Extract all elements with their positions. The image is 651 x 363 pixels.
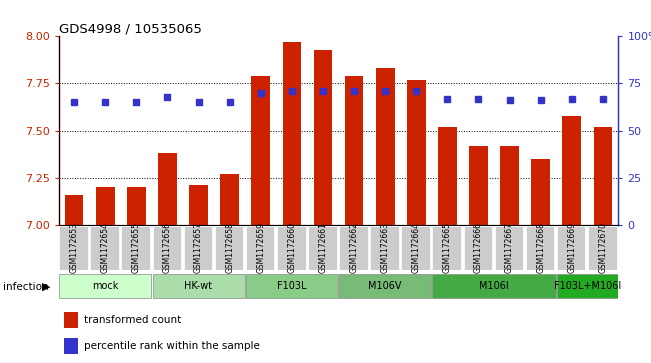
- Bar: [127, 187, 146, 225]
- Text: ▶: ▶: [42, 282, 51, 292]
- Text: M106I: M106I: [479, 281, 509, 291]
- Text: GSM1172670: GSM1172670: [598, 222, 607, 273]
- Bar: [438, 127, 457, 225]
- Text: GSM1172667: GSM1172667: [505, 222, 514, 273]
- FancyBboxPatch shape: [215, 226, 243, 269]
- FancyBboxPatch shape: [246, 274, 338, 298]
- FancyBboxPatch shape: [432, 274, 555, 298]
- Text: GSM1172659: GSM1172659: [256, 222, 265, 273]
- Text: GSM1172655: GSM1172655: [132, 222, 141, 273]
- FancyBboxPatch shape: [246, 226, 275, 269]
- Text: percentile rank within the sample: percentile rank within the sample: [84, 341, 260, 351]
- Bar: [314, 49, 332, 225]
- FancyBboxPatch shape: [90, 226, 119, 269]
- Text: GSM1172664: GSM1172664: [412, 222, 421, 273]
- FancyBboxPatch shape: [59, 226, 88, 269]
- Text: GDS4998 / 10535065: GDS4998 / 10535065: [59, 22, 201, 35]
- FancyBboxPatch shape: [152, 274, 245, 298]
- Text: GSM1172668: GSM1172668: [536, 222, 545, 273]
- Text: GSM1172656: GSM1172656: [163, 222, 172, 273]
- Bar: [594, 127, 612, 225]
- Bar: [500, 146, 519, 225]
- FancyBboxPatch shape: [495, 226, 523, 269]
- Text: GSM1172663: GSM1172663: [381, 222, 390, 273]
- FancyBboxPatch shape: [339, 274, 431, 298]
- Text: GSM1172665: GSM1172665: [443, 222, 452, 273]
- Bar: [562, 115, 581, 225]
- Bar: [345, 76, 363, 225]
- FancyBboxPatch shape: [152, 226, 181, 269]
- Bar: [407, 80, 426, 225]
- Bar: [283, 42, 301, 225]
- FancyBboxPatch shape: [402, 226, 430, 269]
- Text: M106V: M106V: [368, 281, 402, 291]
- Text: F103L+M106I: F103L+M106I: [554, 281, 621, 291]
- Text: GSM1172653: GSM1172653: [70, 222, 79, 273]
- FancyBboxPatch shape: [557, 226, 585, 269]
- Text: F103L: F103L: [277, 281, 307, 291]
- FancyBboxPatch shape: [588, 226, 616, 269]
- Bar: [64, 338, 78, 354]
- FancyBboxPatch shape: [184, 226, 212, 269]
- Text: mock: mock: [92, 281, 118, 291]
- FancyBboxPatch shape: [370, 226, 399, 269]
- Text: infection: infection: [3, 282, 49, 292]
- FancyBboxPatch shape: [277, 226, 305, 269]
- Bar: [469, 146, 488, 225]
- Text: HK-wt: HK-wt: [184, 281, 213, 291]
- Bar: [96, 187, 115, 225]
- Text: GSM1172662: GSM1172662: [350, 222, 359, 273]
- FancyBboxPatch shape: [526, 226, 555, 269]
- FancyBboxPatch shape: [308, 226, 337, 269]
- FancyBboxPatch shape: [557, 274, 618, 298]
- Text: GSM1172660: GSM1172660: [287, 222, 296, 273]
- FancyBboxPatch shape: [122, 226, 150, 269]
- Bar: [531, 159, 550, 225]
- Text: GSM1172661: GSM1172661: [318, 222, 327, 273]
- FancyBboxPatch shape: [59, 274, 151, 298]
- Text: GSM1172669: GSM1172669: [567, 222, 576, 273]
- Text: GSM1172658: GSM1172658: [225, 222, 234, 273]
- Text: transformed count: transformed count: [84, 315, 181, 325]
- Bar: [65, 195, 83, 225]
- Bar: [64, 312, 78, 328]
- Text: GSM1172666: GSM1172666: [474, 222, 483, 273]
- Bar: [158, 153, 177, 225]
- Bar: [220, 174, 239, 225]
- Bar: [251, 76, 270, 225]
- FancyBboxPatch shape: [432, 226, 461, 269]
- FancyBboxPatch shape: [339, 226, 368, 269]
- Text: GSM1172654: GSM1172654: [101, 222, 110, 273]
- Bar: [376, 68, 395, 225]
- Text: GSM1172657: GSM1172657: [194, 222, 203, 273]
- FancyBboxPatch shape: [464, 226, 492, 269]
- Bar: [189, 185, 208, 225]
